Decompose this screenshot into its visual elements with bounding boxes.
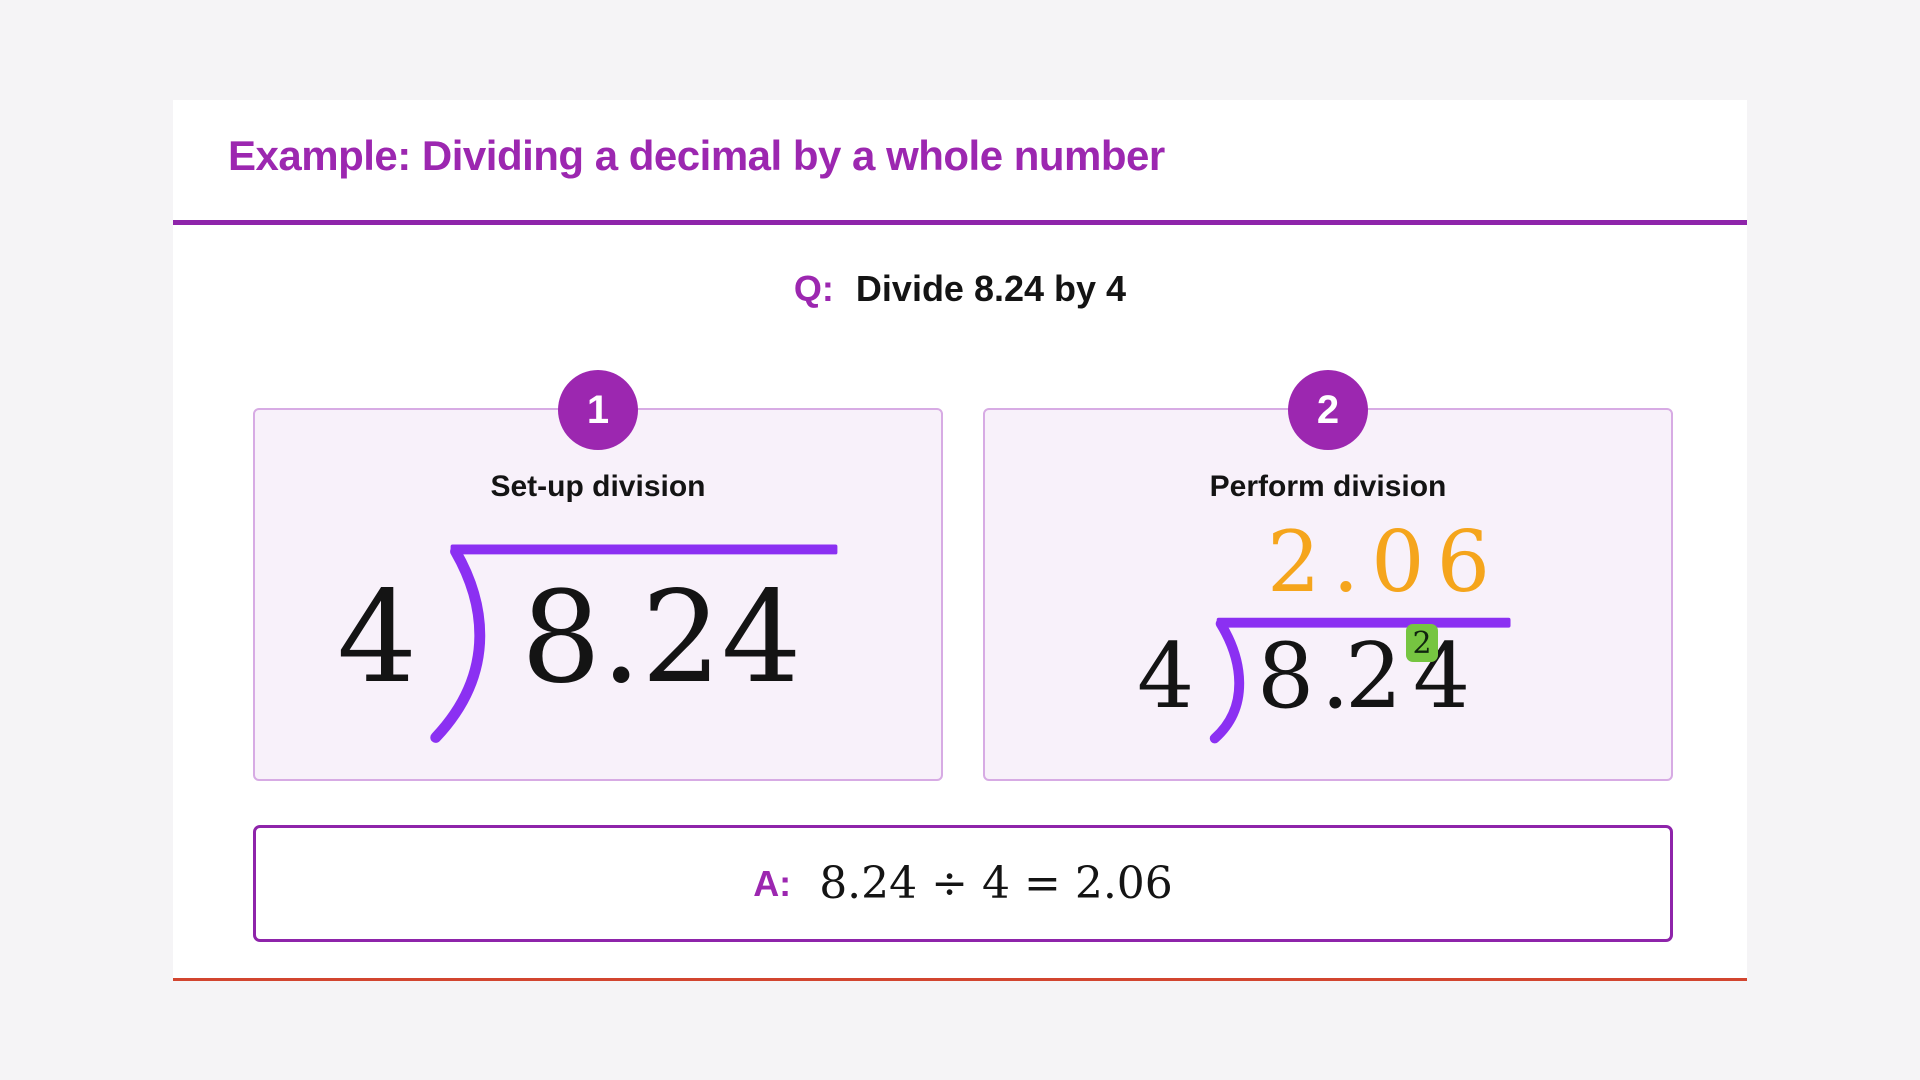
quotient-digit: 0 [1371, 513, 1425, 611]
page-title: Example: Dividing a decimal by a whole n… [228, 132, 1165, 179]
dividend-number: 8.24 [521, 564, 802, 711]
dividend-digit: 2 [1345, 624, 1403, 729]
quotient-number: 2 . 0 6 [1267, 520, 1490, 604]
step-panel-perform: 2 Perform division 2 . 0 6 4 8 . 2 2 [983, 370, 1673, 781]
step-number: 1 [586, 387, 610, 432]
step-title: Set-up division [490, 470, 706, 503]
title-divider [173, 220, 1747, 225]
division-bracket-icon [430, 544, 838, 743]
long-division-perform: 2 . 0 6 4 8 . 2 2 4 [985, 410, 1671, 779]
quotient-decimal-point: . [1332, 513, 1360, 611]
answer-expression: 8.24 ÷ 4 = 2.06 [819, 858, 1173, 909]
answer-label: A: [753, 862, 792, 904]
question-line: Q: Divide 8.24 by 4 [173, 268, 1747, 310]
question-label: Q: [793, 268, 834, 309]
carry-remainder-badge: 2 [1406, 624, 1438, 662]
steps-row: 1 Set-up division 4 8.24 2 Perform divis… [253, 370, 1673, 781]
dividend-decimal-point: . [1321, 624, 1350, 729]
divisor-digit: 4 [1137, 624, 1195, 729]
step-number-badge: 2 [1288, 370, 1368, 450]
step-number: 2 [1316, 387, 1340, 432]
divisor-digit: 4 [337, 564, 418, 711]
example-card: Example: Dividing a decimal by a whole n… [173, 100, 1747, 981]
question-text: Divide 8.24 by 4 [855, 268, 1127, 309]
answer-box: A: 8.24 ÷ 4 = 2.06 [253, 825, 1673, 942]
quotient-digit: 2 [1267, 513, 1321, 611]
dividend-digit: 8 [1257, 624, 1315, 729]
division-bracket-icon [1209, 617, 1511, 744]
step-number-badge: 1 [558, 370, 638, 450]
step-title: Perform division [1209, 470, 1447, 503]
step-panel-setup: 1 Set-up division 4 8.24 [253, 370, 943, 781]
quotient-digit: 6 [1436, 513, 1491, 611]
long-division-setup: 4 8.24 [255, 410, 941, 779]
